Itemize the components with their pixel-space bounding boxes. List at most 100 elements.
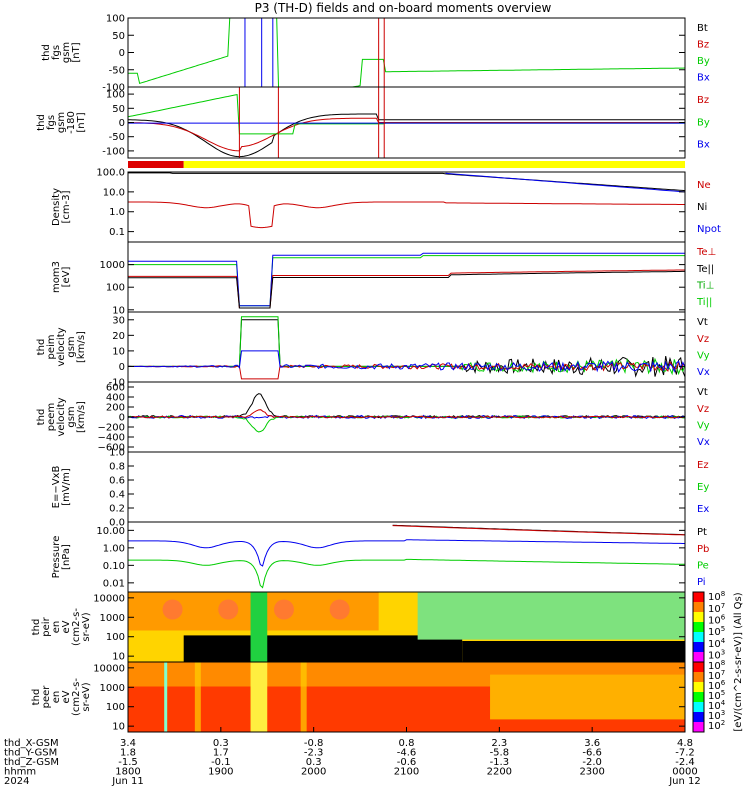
y-tick-label: 100 [106,283,125,294]
legend-pe: Pe [697,561,709,572]
spectrogram-fill [194,662,201,732]
panel-frame [127,451,686,523]
legend-bz: Bz [697,95,709,106]
legend-ti: Ti|| [696,297,712,308]
y-tick-label: 0 [119,413,125,424]
y-tick-label: 10 [112,305,125,316]
panel-fgs_gsm_dc [127,86,686,159]
x-tick-label: 1900 [208,767,233,778]
colorbar-band [693,672,704,683]
y-axis-label: thd [36,114,47,131]
spectrogram-fill [417,592,685,640]
spectrogram-fill [250,662,268,732]
y-axis-label: [mV/m] [61,468,72,506]
y-tick-label: 0.1 [109,227,125,238]
legend-bx: Bx [697,72,710,83]
y-axis-label: sr-eV) [81,612,92,641]
y-tick-label: -10 [109,378,125,389]
x-tick-label: 1.8 [120,748,136,759]
y-tick-label: 10.00 [96,526,125,537]
y-tick-label: -50 [109,65,125,76]
legend-vx: Vx [697,437,710,448]
y-tick-label: 0.0 [109,518,125,529]
panel-peer [127,661,686,733]
y-axis-label: thd [31,689,42,706]
spectrogram-blob [162,599,183,620]
series-Pe [128,558,685,589]
x-axis-row-label: hhmm [4,767,36,778]
y-tick-label: 0 [119,362,125,373]
panel-plot-area [128,87,685,158]
series-Tiperp [128,252,685,307]
colorbar-band [693,702,704,713]
legend-by: By [697,56,710,67]
y-axis-label: peir [41,616,52,636]
x-tick-label: Jun 12 [668,776,701,787]
y-tick-label: 100 [106,632,125,643]
panel-plot-area [128,662,685,732]
y-tick-label: 0.2 [109,504,125,515]
y-axis-label: Density [51,188,62,226]
y-axis-label: thd [31,619,42,636]
y-tick-label: 200 [106,403,125,414]
series-By [128,18,685,87]
y-axis-label: [eV] [61,267,72,288]
y-axis-label: gsm [56,112,67,133]
y-tick-label: -100 [102,83,125,94]
x-tick-label: -5.8 [490,748,510,759]
series-Ne [128,201,685,229]
legend-vz: Vz [697,334,709,345]
colorbar-frame [692,661,705,733]
x-tick-label: 0.3 [213,738,229,749]
legend-vt: Vt [697,387,708,398]
x-tick-label: 3.4 [120,738,136,749]
colorbar-ion [692,591,705,663]
legend-by: By [697,117,710,128]
x-tick-label: -2.0 [582,757,602,768]
series-Tepar [128,270,685,309]
spectrogram-fill [300,662,307,732]
y-tick-label: 50 [112,31,125,42]
y-tick-label: 100.0 [96,168,125,179]
x-tick-label: 2100 [394,767,419,778]
series-Vz [128,360,685,380]
y-tick-label: 1.00 [103,543,125,554]
legend-pb: Pb [697,544,709,555]
y-tick-label: 1.0 [109,448,125,459]
series-Vz [128,409,685,419]
legend-ni: Ni [697,202,707,213]
y-tick-label: 10 [112,652,125,663]
y-tick-label: -50 [109,132,125,143]
y-axis-label: thd [36,339,47,356]
y-tick-label: 0 [119,118,125,129]
x-axis-row-label: 2024 [4,776,29,787]
plot-title: P3 (TH-D) fields and on-board moments ov… [254,1,552,15]
series-Bz [128,117,685,152]
y-axis-label: mom3 [51,261,62,293]
x-axis-row-label: thd_Y-GSM [4,748,57,759]
y-tick-label: −200 [98,423,125,434]
y-tick-label: 0.6 [109,476,125,487]
y-axis-label: eV [61,690,72,703]
series-Vx [128,350,685,373]
x-tick-label: 0.8 [399,738,415,749]
y-axis-label: (cm2-s- [71,608,82,646]
colorbar-band [693,642,704,653]
y-axis-label: Pressure [51,536,62,579]
panel-plot-area [128,172,685,229]
legend-bt: Bt [697,23,708,34]
colorbar-band [693,682,704,693]
y-tick-label: 10 [112,346,125,357]
colorbar-electron [692,661,705,733]
y-axis-label: fgs [46,115,57,130]
spectrogram-blob [273,599,294,620]
y-axis-label: [km/s] [76,331,87,363]
x-tick-label: 2.3 [491,738,507,749]
y-tick-label: 20 [112,331,125,342]
x-tick-label: 2300 [579,767,604,778]
legend-te: Te⊥ [696,247,716,258]
series-Ni [128,172,685,192]
y-axis-label: peim [46,334,57,359]
